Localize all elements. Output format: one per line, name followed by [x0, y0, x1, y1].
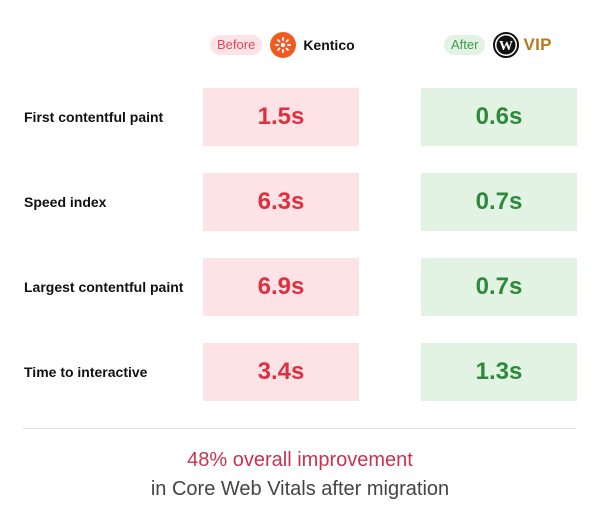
- metric-row-largest-contentful-paint: Largest contentful paint 6.9s 0.7s: [0, 258, 600, 316]
- comparison-header: Before Kentico After: [0, 30, 600, 60]
- kentico-logo-icon: [270, 32, 297, 58]
- after-value: 0.7s: [421, 173, 577, 231]
- kentico-brand-name: Kentico: [303, 37, 355, 53]
- after-pill: After: [444, 35, 486, 55]
- after-value: 0.6s: [421, 88, 577, 146]
- before-value: 3.4s: [203, 343, 359, 401]
- before-value: 6.9s: [203, 258, 359, 316]
- after-value: 0.7s: [421, 258, 577, 316]
- metric-label: First contentful paint: [24, 109, 164, 125]
- before-value: 1.5s: [203, 88, 359, 146]
- before-value: 6.3s: [203, 173, 359, 231]
- svg-text:W: W: [499, 39, 513, 54]
- before-brand: Before Kentico: [210, 30, 355, 60]
- before-pill: Before: [210, 35, 263, 55]
- divider: [23, 428, 576, 429]
- metric-label: Time to interactive: [24, 364, 148, 380]
- metric-row-first-contentful-paint: First contentful paint 1.5s 0.6s: [0, 88, 600, 146]
- improvement-subline: in Core Web Vitals after migration: [150, 478, 450, 500]
- after-value: 1.3s: [421, 343, 577, 401]
- metric-row-time-to-interactive: Time to interactive 3.4s 1.3s: [0, 343, 600, 401]
- vip-brand-name: VIP: [523, 35, 552, 54]
- wordpress-logo-icon: W: [493, 32, 520, 58]
- improvement-headline: 48% overall improvement: [187, 449, 413, 471]
- metric-label: Speed index: [24, 194, 107, 210]
- metric-label: Largest contentful paint: [24, 279, 184, 295]
- after-brand: After W VIP: [444, 30, 552, 60]
- metric-row-speed-index: Speed index 6.3s 0.7s: [0, 173, 600, 231]
